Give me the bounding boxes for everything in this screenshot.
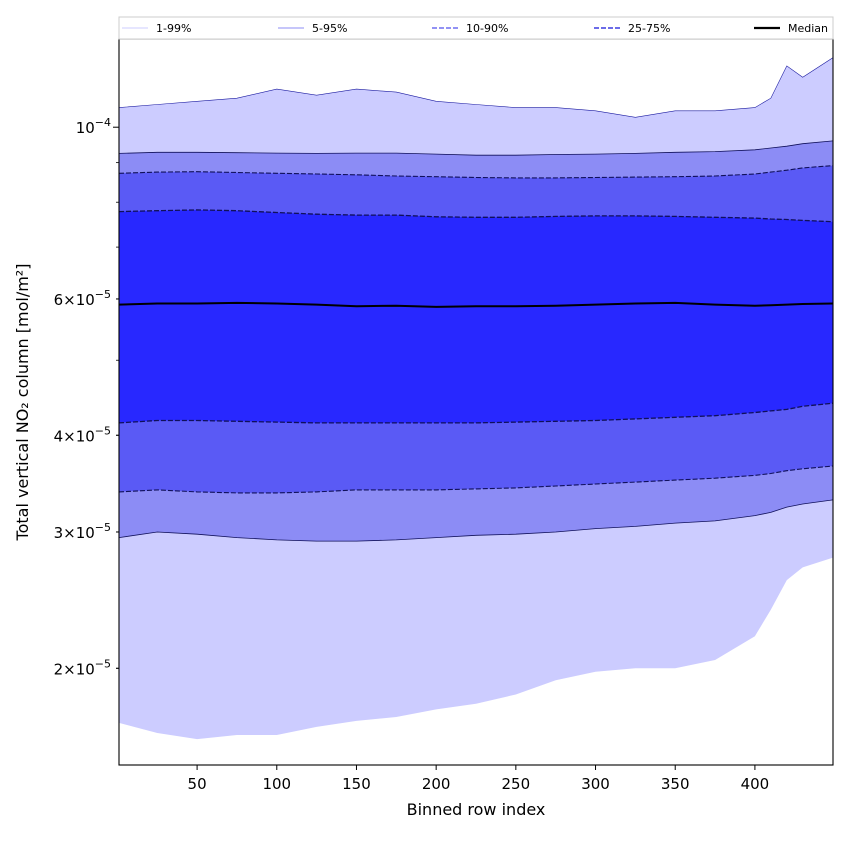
y-tick-label: 4×10−5 (54, 424, 111, 445)
x-axis: 50 100 150 200 250 300 350 400 (188, 765, 770, 793)
percentile-lines-layer (119, 57, 833, 542)
x-tick-label: 150 (342, 775, 371, 793)
line-10-90-lower (119, 465, 833, 494)
median-line (119, 301, 833, 308)
line-5-95-lower (119, 499, 833, 542)
y-axis-label: Total vertical NO₂ column [mol/m²] (13, 264, 32, 542)
x-tick-label: 200 (422, 775, 451, 793)
y-tick-label: 6×10−5 (54, 288, 111, 309)
legend-label-10-90: 10-90% (466, 22, 508, 35)
line-5-95-upper (119, 140, 833, 156)
line-10-90-upper (119, 165, 833, 179)
x-axis-label: Binned row index (407, 800, 546, 819)
y-tick-label: 3×10−5 (54, 521, 111, 542)
line-25-75-lower (119, 402, 833, 424)
legend: 1-99% 5-95% 10-90% 25-75% Median (118, 16, 834, 40)
bands-layer (119, 57, 833, 740)
legend-label-25-75: 25-75% (628, 22, 670, 35)
x-tick-label: 250 (502, 775, 531, 793)
y-tick-label: 2×10−5 (54, 657, 111, 678)
legend-label-Median: Median (788, 22, 828, 35)
band-25-75 (119, 209, 833, 423)
line-1-99-upper (119, 57, 833, 118)
x-tick-label: 300 (581, 775, 610, 793)
y-tick-label: 10−4 (76, 116, 111, 137)
x-tick-label: 400 (741, 775, 770, 793)
legend-box (118, 16, 834, 40)
x-tick-label: 50 (188, 775, 207, 793)
legend-label-5-95: 5-95% (312, 22, 347, 35)
y-axis: 2×10−5 3×10−5 4×10−5 6×10−5 10−4 (54, 116, 119, 678)
x-tick-label: 350 (661, 775, 690, 793)
x-tick-label: 100 (262, 775, 291, 793)
line-25-75-upper (119, 209, 833, 223)
legend-label-1-99: 1-99% (156, 22, 191, 35)
